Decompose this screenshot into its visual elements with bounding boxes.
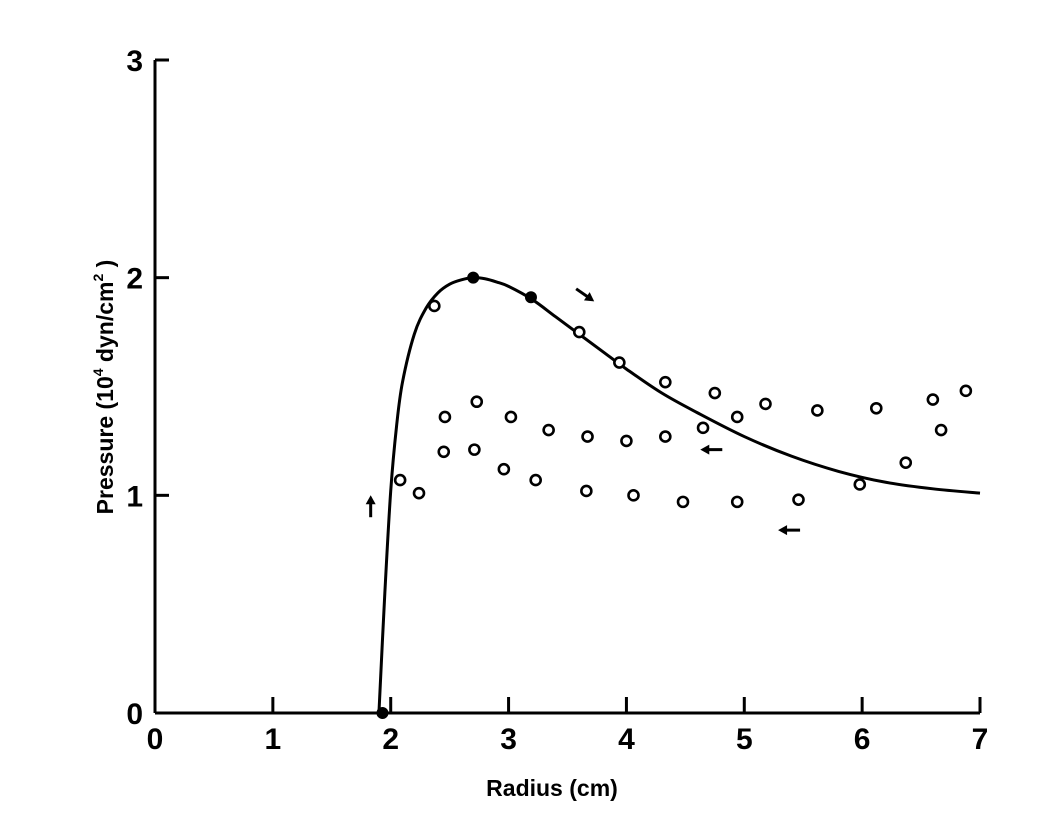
open-data-point [730,495,744,509]
open-data-point [899,456,913,469]
open-data-point [676,495,690,509]
open-data-point [934,423,948,437]
open-data-point [869,401,883,415]
x-tick-label: 0 [147,723,164,756]
open-data-point [438,410,452,424]
filled-points-group [376,271,537,719]
open-data-point [428,299,441,313]
ticks [153,58,982,715]
open-data-point [708,386,722,400]
open-data-point [792,493,805,506]
x-axis-title: Radius (cm) [486,775,618,801]
open-data-point [393,473,407,487]
y-axis-title: Pressure (104 dyn/cm2 ) [90,260,118,515]
open-data-point [580,484,593,498]
direction-arrow [700,444,723,455]
x-tick-label: 3 [500,723,517,756]
open-data-point [926,393,940,406]
open-data-point [468,443,481,456]
tick-labels: 0 1 2 3 4 5 6 7 0 1 2 3 [126,45,988,756]
open-data-point [504,410,518,424]
open-data-point [542,423,555,437]
y-tick-label: 3 [126,45,143,78]
open-data-point [853,478,867,491]
filled-data-point [376,707,389,719]
open-data-point [811,404,824,417]
y-axis-title-sup-2: 2 [90,274,106,282]
open-data-point [759,397,772,411]
y-axis-title-part-1: Pressure (10 [92,376,118,514]
open-data-point [470,395,484,409]
open-data-point [730,410,744,424]
open-data-point [613,356,626,369]
y-tick-label: 2 [126,263,143,296]
direction-arrow [575,287,595,302]
model-curve [377,276,981,714]
open-data-point [659,430,672,443]
y-axis-title-part-3: ) [92,260,118,274]
x-tick-label: 7 [972,723,989,756]
y-axis-title-sup-1: 4 [90,368,106,376]
y-tick-label: 0 [126,698,143,731]
open-data-point [529,473,542,487]
open-data-point [497,462,511,476]
y-tick-label: 1 [126,480,143,513]
open-data-point [696,421,710,435]
direction-arrow [365,495,376,518]
x-tick-label: 1 [265,723,282,756]
open-data-point [959,384,973,398]
filled-data-point [524,291,537,304]
axes [153,60,980,715]
x-tick-label: 5 [736,723,753,756]
y-axis-title-part-2: dyn/cm [92,282,118,369]
direction-arrows [365,287,801,536]
open-data-point [412,486,426,500]
open-data-point [581,430,594,443]
open-data-point [572,325,586,339]
open-data-point [437,445,451,459]
open-data-point [620,434,633,448]
filled-data-point [467,271,480,284]
x-tick-label: 6 [854,723,871,756]
open-points-group [393,299,973,509]
x-tick-label: 2 [382,723,399,756]
open-data-point [659,375,672,389]
open-data-point [627,489,640,502]
direction-arrow [778,525,801,536]
x-tick-label: 4 [618,723,635,756]
